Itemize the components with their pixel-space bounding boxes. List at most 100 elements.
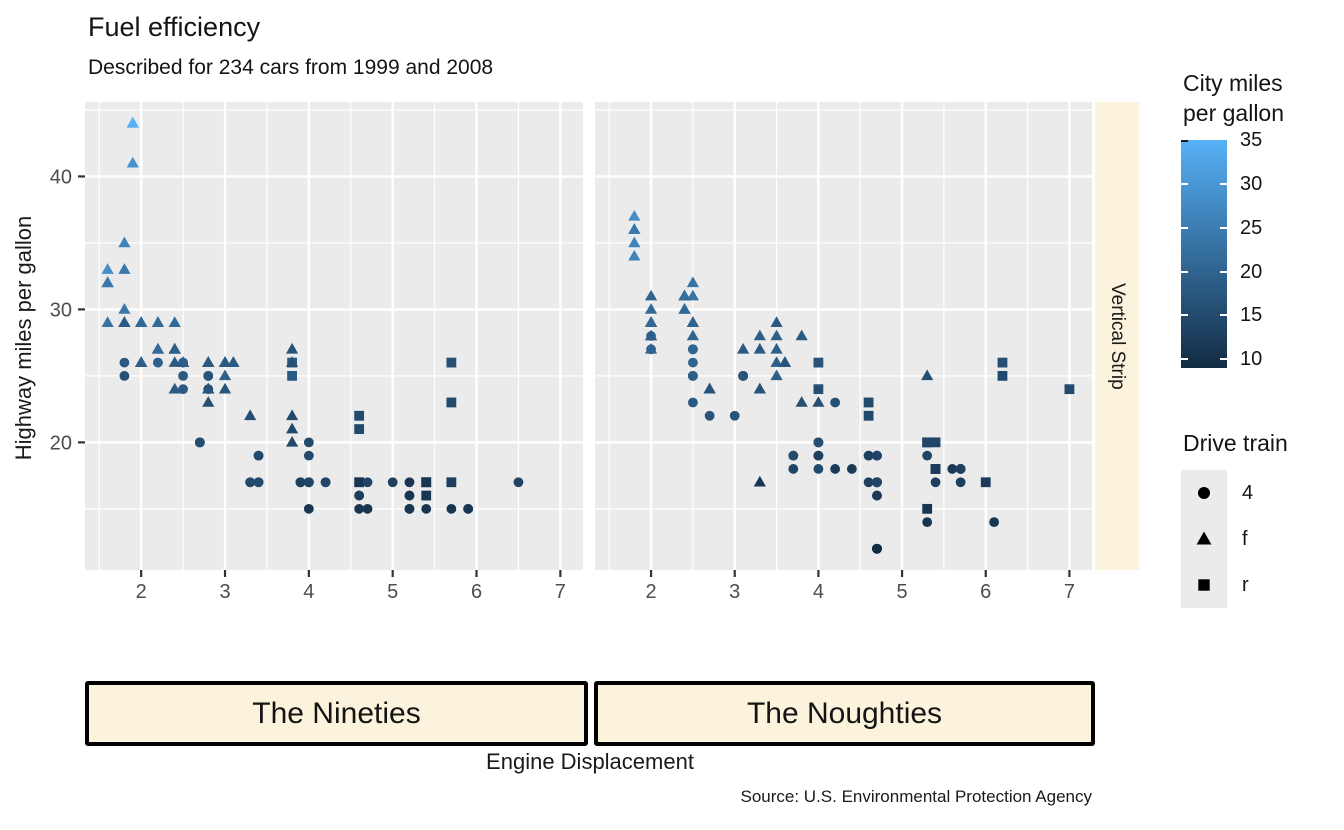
y-tick-label: 40 [50, 166, 72, 188]
facet-strip-label: The Nineties [252, 696, 421, 730]
data-point-triangle [753, 382, 766, 394]
data-point-triangle [644, 316, 658, 328]
square-glyph [1198, 579, 1210, 591]
panel-background [595, 102, 1092, 570]
data-point-circle [863, 477, 874, 488]
data-point-triangle [795, 329, 808, 341]
colorbar-tick-label: 15 [1240, 304, 1263, 327]
data-point-circle [813, 464, 824, 474]
data-point-circle [354, 503, 365, 514]
colorbar-tick-label: 35 [1240, 129, 1263, 151]
data-point-circle [320, 477, 331, 488]
x-tick-label: 7 [555, 581, 566, 603]
data-point-triangle [285, 356, 299, 367]
data-point-triangle [202, 382, 215, 394]
data-point-triangle [244, 409, 257, 421]
plot-title: Fuel efficiency [88, 12, 261, 42]
triangle-icon [1196, 531, 1212, 545]
data-point-triangle [678, 289, 691, 301]
data-point-circle [303, 450, 314, 461]
data-point-square [997, 370, 1008, 381]
data-point-square [421, 490, 432, 501]
data-point-triangle [168, 382, 181, 394]
data-point-triangle [770, 329, 783, 341]
data-point-triangle [770, 369, 783, 381]
data-point-triangle [285, 422, 299, 434]
data-point-circle [687, 397, 698, 408]
shape-legend-label: r [1242, 573, 1249, 596]
data-point-circle [362, 503, 373, 514]
plot-subtitle: Described for 234 cars from 1999 and 200… [88, 56, 494, 79]
data-point-triangle [118, 316, 131, 328]
data-point-triangle [753, 342, 766, 354]
data-point-square [421, 477, 432, 488]
colorbar-tick-label: 10 [1240, 348, 1263, 371]
data-point-triangle [285, 409, 299, 421]
data-point-triangle [628, 249, 641, 261]
data-point-triangle [644, 303, 658, 314]
data-point-circle [203, 370, 214, 381]
facet-strip-label: The Noughties [746, 696, 943, 730]
y-tick-label: 20 [50, 432, 72, 454]
x-axis-title: Engine Displacement [486, 749, 694, 774]
data-point-circle [788, 464, 799, 474]
data-point-circle [404, 477, 415, 488]
colorbar-tick-label: 20 [1240, 260, 1263, 283]
data-point-circle [178, 357, 188, 368]
x-tick-label: 4 [303, 581, 314, 603]
y-tick-label: 30 [50, 299, 72, 321]
x-tick-label: 2 [645, 581, 656, 603]
data-point-square [446, 397, 457, 408]
data-point-triangle [644, 342, 658, 354]
data-point-triangle [218, 382, 232, 394]
data-point-square [863, 397, 874, 408]
x-tick-label: 5 [897, 581, 908, 603]
data-point-triangle [753, 475, 766, 487]
colorbar-tick [1220, 314, 1227, 317]
data-point-square [354, 477, 365, 488]
data-point-circle [354, 490, 365, 501]
shape-legend-label: 4 [1242, 481, 1254, 504]
data-point-triangle [135, 316, 148, 328]
data-point-triangle [227, 356, 240, 367]
data-point-circle [421, 503, 432, 514]
data-point-circle [245, 477, 256, 488]
data-point-circle [194, 437, 205, 448]
colorbar-title-line1: City miles [1183, 70, 1283, 96]
colorbar-tick [1181, 140, 1188, 142]
panel-background [85, 102, 583, 570]
triangle-glyph [1196, 531, 1212, 545]
data-point-triangle [101, 316, 114, 328]
data-point-triangle [628, 223, 641, 234]
data-point-square [863, 410, 874, 421]
colorbar-tick [1220, 182, 1227, 185]
data-point-circle [119, 357, 130, 368]
shape-legend-entry-r: r [1181, 562, 1253, 608]
data-point-circle [930, 477, 941, 488]
data-point-triangle [126, 156, 139, 168]
data-point-circle [687, 357, 698, 368]
data-point-circle [295, 477, 306, 488]
data-point-triangle [168, 342, 181, 354]
data-point-triangle [151, 316, 165, 328]
data-point-triangle [770, 316, 783, 328]
colorbar-tick [1181, 270, 1188, 273]
x-tick-label: 5 [387, 581, 398, 603]
data-point-circle [513, 477, 524, 488]
data-point-triangle [285, 435, 299, 447]
data-point-triangle [686, 276, 699, 288]
data-point-triangle [135, 356, 148, 367]
panel-2008: 2 3 4 5 6 7 [595, 102, 1092, 603]
triangle-key-icon [1181, 516, 1227, 562]
data-point-triangle [168, 316, 181, 328]
data-point-circle [830, 397, 841, 408]
data-point-circle [178, 384, 188, 395]
data-point-circle [813, 450, 824, 461]
data-point-triangle [218, 356, 232, 367]
data-point-circle [830, 464, 841, 474]
data-point-circle [463, 503, 474, 514]
caption: Source: U.S. Environmental Protection Ag… [740, 787, 1092, 806]
data-point-triangle [686, 316, 699, 328]
